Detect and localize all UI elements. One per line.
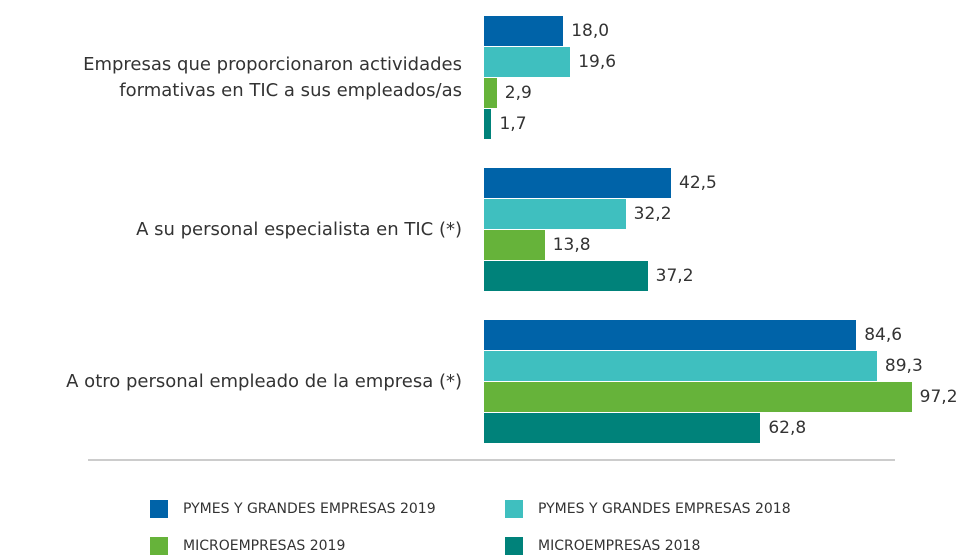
bar [484,261,648,291]
bar [484,109,492,139]
value-label: 18,0 [571,21,610,41]
bar [484,16,564,46]
legend-label: MICROEMPRESAS 2019 [183,538,346,554]
legend-swatch [505,500,523,518]
bar [484,47,571,77]
bar [484,351,877,381]
bar [484,199,626,229]
value-label: 13,8 [552,235,591,255]
value-label: 2,9 [504,83,532,103]
bar [484,230,545,260]
legend-swatch [150,500,168,518]
value-label: 97,2 [919,387,958,407]
legend-label: MICROEMPRESAS 2018 [538,538,701,554]
value-label: 62,8 [768,418,807,438]
bar [484,382,912,412]
value-label: 19,6 [578,52,617,72]
legend-swatch [505,537,523,555]
bar [484,168,671,198]
legend-swatch [150,537,168,555]
value-label: 32,2 [633,204,672,224]
value-label: 1,7 [499,114,527,134]
bar [484,320,857,350]
bar [484,413,761,443]
value-label: 84,6 [864,325,903,345]
legend-label: PYMES Y GRANDES EMPRESAS 2018 [538,501,791,517]
value-label: 89,3 [884,356,923,376]
value-label: 42,5 [679,173,717,193]
category-label: A otro personal empleado de la empresa (… [66,371,462,392]
bar [484,78,497,108]
value-label: 37,2 [655,266,694,286]
category-label: A su personal especialista en TIC (*) [136,219,462,240]
category-label: Empresas que proporcionaron actividades … [83,54,462,101]
separator [88,459,895,461]
legend-label: PYMES Y GRANDES EMPRESAS 2019 [183,501,436,517]
